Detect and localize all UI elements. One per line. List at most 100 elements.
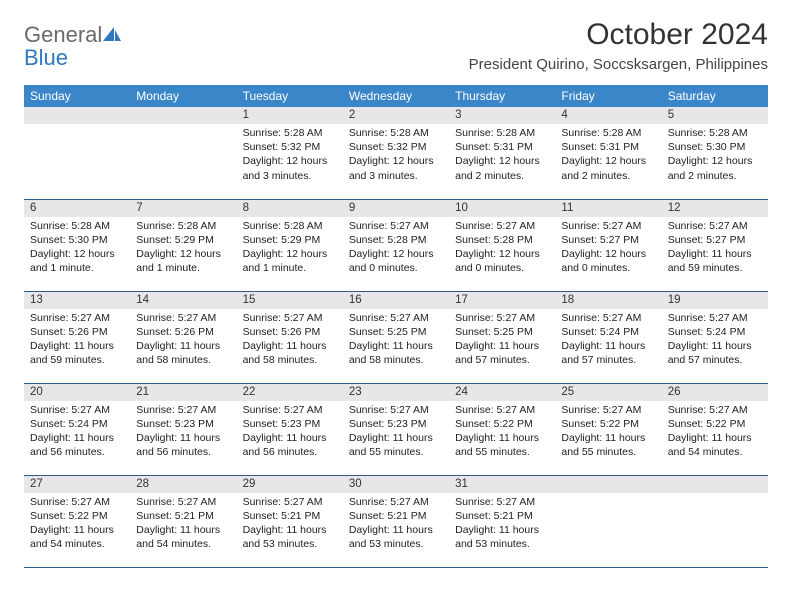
sunrise-text: Sunrise: 5:28 AM (243, 126, 337, 140)
day-details: Sunrise: 5:27 AMSunset: 5:25 PMDaylight:… (449, 309, 555, 372)
weekday-header: Monday (130, 85, 236, 107)
daylight-text: Daylight: 11 hours and 57 minutes. (455, 339, 549, 367)
sunset-text: Sunset: 5:21 PM (243, 509, 337, 523)
sunset-text: Sunset: 5:21 PM (455, 509, 549, 523)
sunset-text: Sunset: 5:27 PM (668, 233, 762, 247)
day-details: Sunrise: 5:27 AMSunset: 5:22 PMDaylight:… (24, 493, 130, 556)
day-number: 24 (449, 384, 555, 401)
day-number: 6 (24, 200, 130, 217)
day-details (662, 493, 768, 499)
sunset-text: Sunset: 5:26 PM (243, 325, 337, 339)
daylight-text: Daylight: 11 hours and 58 minutes. (349, 339, 443, 367)
calendar-day-cell: 28Sunrise: 5:27 AMSunset: 5:21 PMDayligh… (130, 475, 236, 567)
calendar-day-cell (555, 475, 661, 567)
day-number: 2 (343, 107, 449, 124)
sunset-text: Sunset: 5:26 PM (136, 325, 230, 339)
sunrise-text: Sunrise: 5:28 AM (243, 219, 337, 233)
daylight-text: Daylight: 11 hours and 55 minutes. (561, 431, 655, 459)
daylight-text: Daylight: 12 hours and 0 minutes. (455, 247, 549, 275)
daylight-text: Daylight: 11 hours and 54 minutes. (668, 431, 762, 459)
day-details: Sunrise: 5:27 AMSunset: 5:24 PMDaylight:… (662, 309, 768, 372)
sunset-text: Sunset: 5:30 PM (30, 233, 124, 247)
sunset-text: Sunset: 5:23 PM (349, 417, 443, 431)
calendar-week-row: 20Sunrise: 5:27 AMSunset: 5:24 PMDayligh… (24, 383, 768, 475)
day-details: Sunrise: 5:27 AMSunset: 5:23 PMDaylight:… (237, 401, 343, 464)
sunset-text: Sunset: 5:24 PM (30, 417, 124, 431)
day-number: 14 (130, 292, 236, 309)
day-details: Sunrise: 5:27 AMSunset: 5:27 PMDaylight:… (555, 217, 661, 280)
day-number: 4 (555, 107, 661, 124)
day-number (130, 107, 236, 124)
day-number: 26 (662, 384, 768, 401)
daylight-text: Daylight: 12 hours and 1 minute. (136, 247, 230, 275)
sunset-text: Sunset: 5:30 PM (668, 140, 762, 154)
location-subtitle: President Quirino, Soccsksargen, Philipp… (469, 56, 768, 73)
sunset-text: Sunset: 5:21 PM (349, 509, 443, 523)
calendar-day-cell: 20Sunrise: 5:27 AMSunset: 5:24 PMDayligh… (24, 383, 130, 475)
sunset-text: Sunset: 5:22 PM (561, 417, 655, 431)
weekday-header: Wednesday (343, 85, 449, 107)
sunset-text: Sunset: 5:22 PM (668, 417, 762, 431)
sunset-text: Sunset: 5:31 PM (561, 140, 655, 154)
calendar-day-cell: 25Sunrise: 5:27 AMSunset: 5:22 PMDayligh… (555, 383, 661, 475)
weekday-header: Saturday (662, 85, 768, 107)
daylight-text: Daylight: 12 hours and 0 minutes. (561, 247, 655, 275)
day-number: 1 (237, 107, 343, 124)
day-number (662, 476, 768, 493)
sunrise-text: Sunrise: 5:28 AM (136, 219, 230, 233)
weekday-header: Friday (555, 85, 661, 107)
brand-logo: General Blue (24, 18, 122, 70)
sunset-text: Sunset: 5:29 PM (136, 233, 230, 247)
sunrise-text: Sunrise: 5:27 AM (561, 219, 655, 233)
calendar-day-cell (24, 107, 130, 199)
daylight-text: Daylight: 11 hours and 54 minutes. (136, 523, 230, 551)
sunrise-text: Sunrise: 5:27 AM (30, 403, 124, 417)
day-details: Sunrise: 5:28 AMSunset: 5:31 PMDaylight:… (449, 124, 555, 187)
daylight-text: Daylight: 12 hours and 2 minutes. (561, 154, 655, 182)
sunset-text: Sunset: 5:28 PM (455, 233, 549, 247)
sunrise-text: Sunrise: 5:27 AM (136, 495, 230, 509)
calendar-table: SundayMondayTuesdayWednesdayThursdayFrid… (24, 85, 768, 568)
calendar-day-cell: 22Sunrise: 5:27 AMSunset: 5:23 PMDayligh… (237, 383, 343, 475)
sunrise-text: Sunrise: 5:28 AM (455, 126, 549, 140)
calendar-week-row: 6Sunrise: 5:28 AMSunset: 5:30 PMDaylight… (24, 199, 768, 291)
sunrise-text: Sunrise: 5:27 AM (455, 403, 549, 417)
calendar-day-cell: 18Sunrise: 5:27 AMSunset: 5:24 PMDayligh… (555, 291, 661, 383)
daylight-text: Daylight: 11 hours and 58 minutes. (243, 339, 337, 367)
sail-icon (102, 26, 122, 42)
day-details: Sunrise: 5:28 AMSunset: 5:32 PMDaylight:… (237, 124, 343, 187)
daylight-text: Daylight: 11 hours and 54 minutes. (30, 523, 124, 551)
day-details: Sunrise: 5:27 AMSunset: 5:22 PMDaylight:… (662, 401, 768, 464)
calendar-day-cell: 13Sunrise: 5:27 AMSunset: 5:26 PMDayligh… (24, 291, 130, 383)
day-number: 5 (662, 107, 768, 124)
day-details: Sunrise: 5:27 AMSunset: 5:28 PMDaylight:… (449, 217, 555, 280)
day-details: Sunrise: 5:27 AMSunset: 5:21 PMDaylight:… (343, 493, 449, 556)
calendar-day-cell: 5Sunrise: 5:28 AMSunset: 5:30 PMDaylight… (662, 107, 768, 199)
sunrise-text: Sunrise: 5:27 AM (243, 311, 337, 325)
day-details: Sunrise: 5:27 AMSunset: 5:21 PMDaylight:… (449, 493, 555, 556)
day-number (555, 476, 661, 493)
daylight-text: Daylight: 11 hours and 57 minutes. (561, 339, 655, 367)
daylight-text: Daylight: 12 hours and 3 minutes. (243, 154, 337, 182)
day-details: Sunrise: 5:27 AMSunset: 5:22 PMDaylight:… (449, 401, 555, 464)
daylight-text: Daylight: 12 hours and 1 minute. (243, 247, 337, 275)
month-title: October 2024 (469, 18, 768, 52)
daylight-text: Daylight: 11 hours and 56 minutes. (243, 431, 337, 459)
day-number: 21 (130, 384, 236, 401)
calendar-day-cell: 26Sunrise: 5:27 AMSunset: 5:22 PMDayligh… (662, 383, 768, 475)
day-details: Sunrise: 5:27 AMSunset: 5:27 PMDaylight:… (662, 217, 768, 280)
day-details (130, 124, 236, 130)
calendar-day-cell: 8Sunrise: 5:28 AMSunset: 5:29 PMDaylight… (237, 199, 343, 291)
day-details: Sunrise: 5:28 AMSunset: 5:29 PMDaylight:… (237, 217, 343, 280)
day-details: Sunrise: 5:28 AMSunset: 5:30 PMDaylight:… (662, 124, 768, 187)
calendar-day-cell: 4Sunrise: 5:28 AMSunset: 5:31 PMDaylight… (555, 107, 661, 199)
sunrise-text: Sunrise: 5:27 AM (668, 311, 762, 325)
sunset-text: Sunset: 5:27 PM (561, 233, 655, 247)
day-details (555, 493, 661, 499)
sunrise-text: Sunrise: 5:27 AM (349, 403, 443, 417)
daylight-text: Daylight: 12 hours and 1 minute. (30, 247, 124, 275)
daylight-text: Daylight: 11 hours and 59 minutes. (30, 339, 124, 367)
sunrise-text: Sunrise: 5:27 AM (455, 219, 549, 233)
day-number: 3 (449, 107, 555, 124)
calendar-day-cell: 27Sunrise: 5:27 AMSunset: 5:22 PMDayligh… (24, 475, 130, 567)
